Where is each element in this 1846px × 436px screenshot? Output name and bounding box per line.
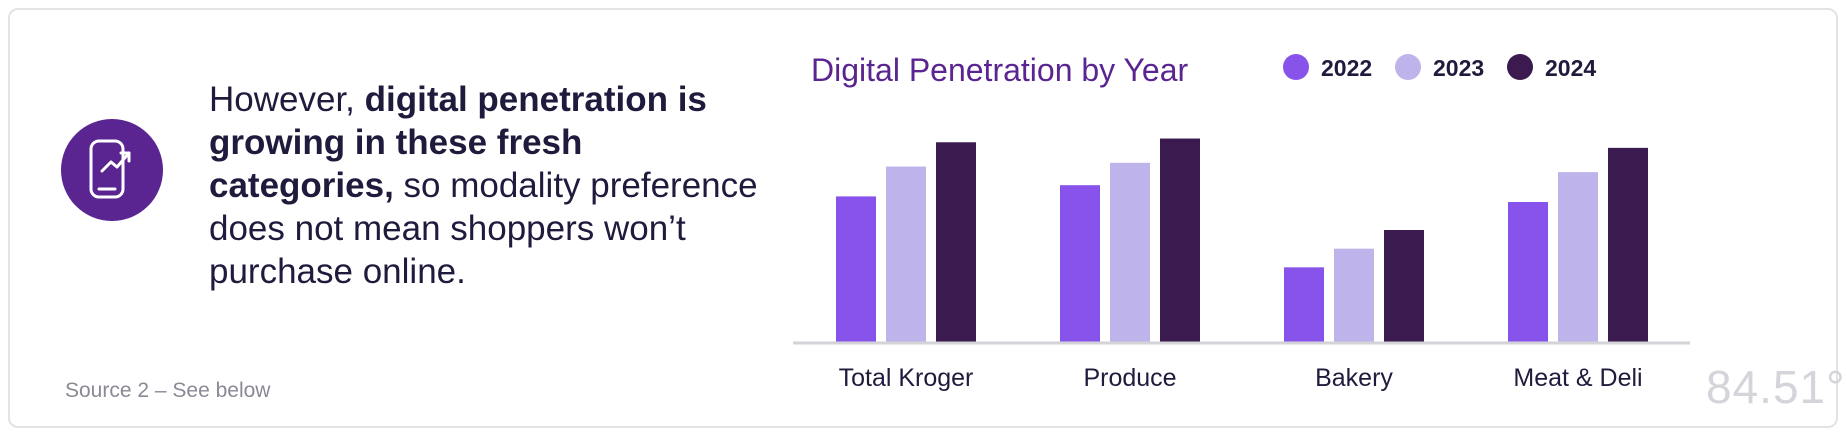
- x-tick-label: Total Kroger: [839, 364, 974, 392]
- legend-label-2022: 2022: [1321, 55, 1373, 81]
- bar-meat-deli-2022: [1508, 202, 1548, 342]
- bar-total-kroger-2023: [886, 166, 926, 342]
- headline-emphasis: digital penetration is growing in these …: [209, 80, 707, 205]
- bar-produce-2024: [1160, 138, 1200, 342]
- headline: However, digital penetration is growing …: [209, 78, 769, 293]
- brand-logo: 84.51°: [1706, 361, 1846, 413]
- phone-trend-up-icon: [61, 119, 163, 221]
- headline-rest: so modality preference does not mean sho…: [209, 166, 758, 291]
- x-tick-label: Bakery: [1315, 364, 1393, 392]
- legend-swatch-2023: [1395, 54, 1421, 80]
- legend-swatch-2024: [1507, 54, 1533, 80]
- legend-label-2023: 2023: [1433, 55, 1485, 81]
- bar-bakery-2022: [1284, 267, 1324, 342]
- bar-meat-deli-2023: [1558, 172, 1598, 342]
- bar-bakery-2023: [1334, 248, 1374, 342]
- bar-meat-deli-2024: [1608, 147, 1648, 342]
- bar-total-kroger-2024: [936, 142, 976, 342]
- x-tick-label: Meat & Deli: [1513, 364, 1642, 392]
- legend-swatch-2022: [1283, 54, 1309, 80]
- headline-intro: However,: [209, 80, 365, 119]
- chart-title: Digital Penetration by Year: [811, 52, 1189, 88]
- bar-bakery-2024: [1384, 230, 1424, 342]
- legend-label-2024: 2024: [1545, 55, 1597, 81]
- x-tick-label: Produce: [1083, 364, 1176, 392]
- bar-produce-2022: [1060, 185, 1100, 342]
- source-note: Source 2 – See below: [65, 379, 271, 402]
- bar-total-kroger-2022: [836, 196, 876, 342]
- bar-produce-2023: [1110, 162, 1150, 342]
